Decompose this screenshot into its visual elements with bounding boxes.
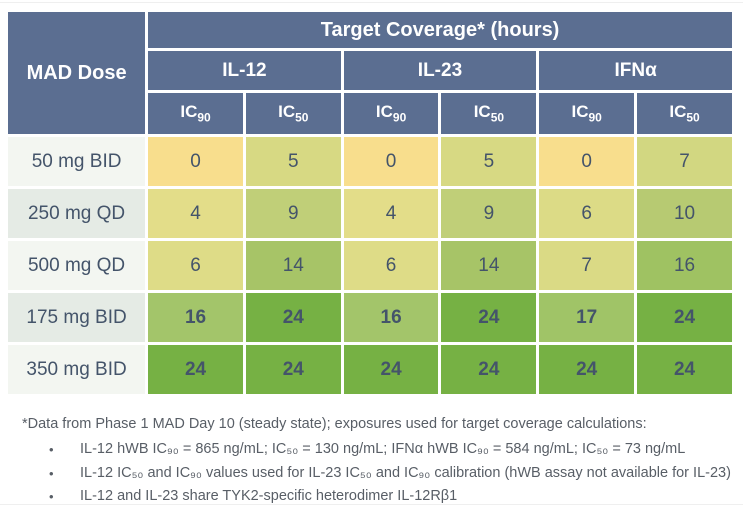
value-cell: 24: [441, 293, 537, 342]
subheader-ifna-ic50: IC50: [637, 93, 732, 134]
value-cell: 4: [148, 189, 243, 238]
top-header-target-coverage: Target Coverage* (hours): [148, 12, 732, 48]
value-cell: 14: [441, 241, 537, 290]
value-cell: 9: [245, 189, 341, 238]
value-cell: 17: [539, 293, 635, 342]
value-cell: 5: [245, 137, 341, 186]
value-cell: 7: [637, 137, 732, 186]
crop-artifact-line-top: [0, 2, 743, 3]
value-cell: 16: [148, 293, 243, 342]
value-cell: 24: [637, 293, 732, 342]
corner-header-mad-dose: MAD Dose: [8, 12, 146, 134]
value-cell: 7: [539, 241, 635, 290]
table-row: 350 mg BID 24 24 24 24 24 24: [8, 345, 732, 394]
footnote-bullet-exposures: IL-12 hWB IC₉₀ = 865 ng/mL; IC₅₀ = 130 n…: [22, 438, 734, 462]
value-cell: 0: [343, 137, 439, 186]
value-cell: 6: [148, 241, 243, 290]
table-row: 175 mg BID 16 24 16 24 17 24: [8, 293, 732, 342]
value-cell: 24: [343, 345, 439, 394]
value-cell: 16: [343, 293, 439, 342]
subheader-il23-ic50: IC50: [441, 93, 537, 134]
value-cell: 24: [148, 345, 243, 394]
footnote-intro: *Data from Phase 1 MAD Day 10 (steady st…: [22, 416, 647, 432]
value-cell: 6: [343, 241, 439, 290]
header-row-groups: IL-12 IL-23 IFNα: [8, 51, 732, 90]
target-coverage-table: MAD Dose Target Coverage* (hours) IL-12 …: [5, 9, 735, 397]
subheader-il23-ic90: IC90: [343, 93, 439, 134]
value-cell: 0: [539, 137, 635, 186]
group-header-il23: IL-23: [343, 51, 537, 90]
footnote-bullet-calibration: IL-12 IC₅₀ and IC₉₀ values used for IL-2…: [22, 462, 734, 486]
header-row-ic: IC90 IC50 IC90 IC50 IC90 IC50: [8, 93, 732, 134]
table-row: 500 mg QD 6 14 6 14 7 16: [8, 241, 732, 290]
row-label: 50 mg BID: [8, 137, 146, 186]
row-label: 175 mg BID: [8, 293, 146, 342]
table-row: 50 mg BID 0 5 0 5 0 7: [8, 137, 732, 186]
value-cell: 6: [539, 189, 635, 238]
value-cell: 24: [245, 293, 341, 342]
footnotes: *Data from Phase 1 MAD Day 10 (steady st…: [22, 413, 734, 506]
row-label: 500 mg QD: [8, 241, 146, 290]
value-cell: 9: [441, 189, 537, 238]
subheader-ifna-ic90: IC90: [539, 93, 635, 134]
value-cell: 24: [441, 345, 537, 394]
value-cell: 0: [148, 137, 243, 186]
header-row-top: MAD Dose Target Coverage* (hours): [8, 12, 732, 134]
row-label: 350 mg BID: [8, 345, 146, 394]
value-cell: 16: [637, 241, 732, 290]
table-row: 250 mg QD 4 9 4 9 6 10: [8, 189, 732, 238]
value-cell: 4: [343, 189, 439, 238]
row-label: 250 mg QD: [8, 189, 146, 238]
group-header-ifna: IFNα: [539, 51, 732, 90]
crop-artifact-line-bottom: [0, 504, 743, 505]
group-header-il12: IL-12: [148, 51, 341, 90]
value-cell: 24: [539, 345, 635, 394]
subheader-il12-ic50: IC50: [245, 93, 341, 134]
value-cell: 10: [637, 189, 732, 238]
footnote-list: IL-12 hWB IC₉₀ = 865 ng/mL; IC₅₀ = 130 n…: [22, 438, 734, 506]
value-cell: 24: [637, 345, 732, 394]
value-cell: 24: [245, 345, 341, 394]
value-cell: 14: [245, 241, 341, 290]
footnote-bullet-heterodimer: IL-12 and IL-23 share TYK2-specific hete…: [22, 485, 734, 506]
subheader-il12-ic90: IC90: [148, 93, 243, 134]
value-cell: 5: [441, 137, 537, 186]
